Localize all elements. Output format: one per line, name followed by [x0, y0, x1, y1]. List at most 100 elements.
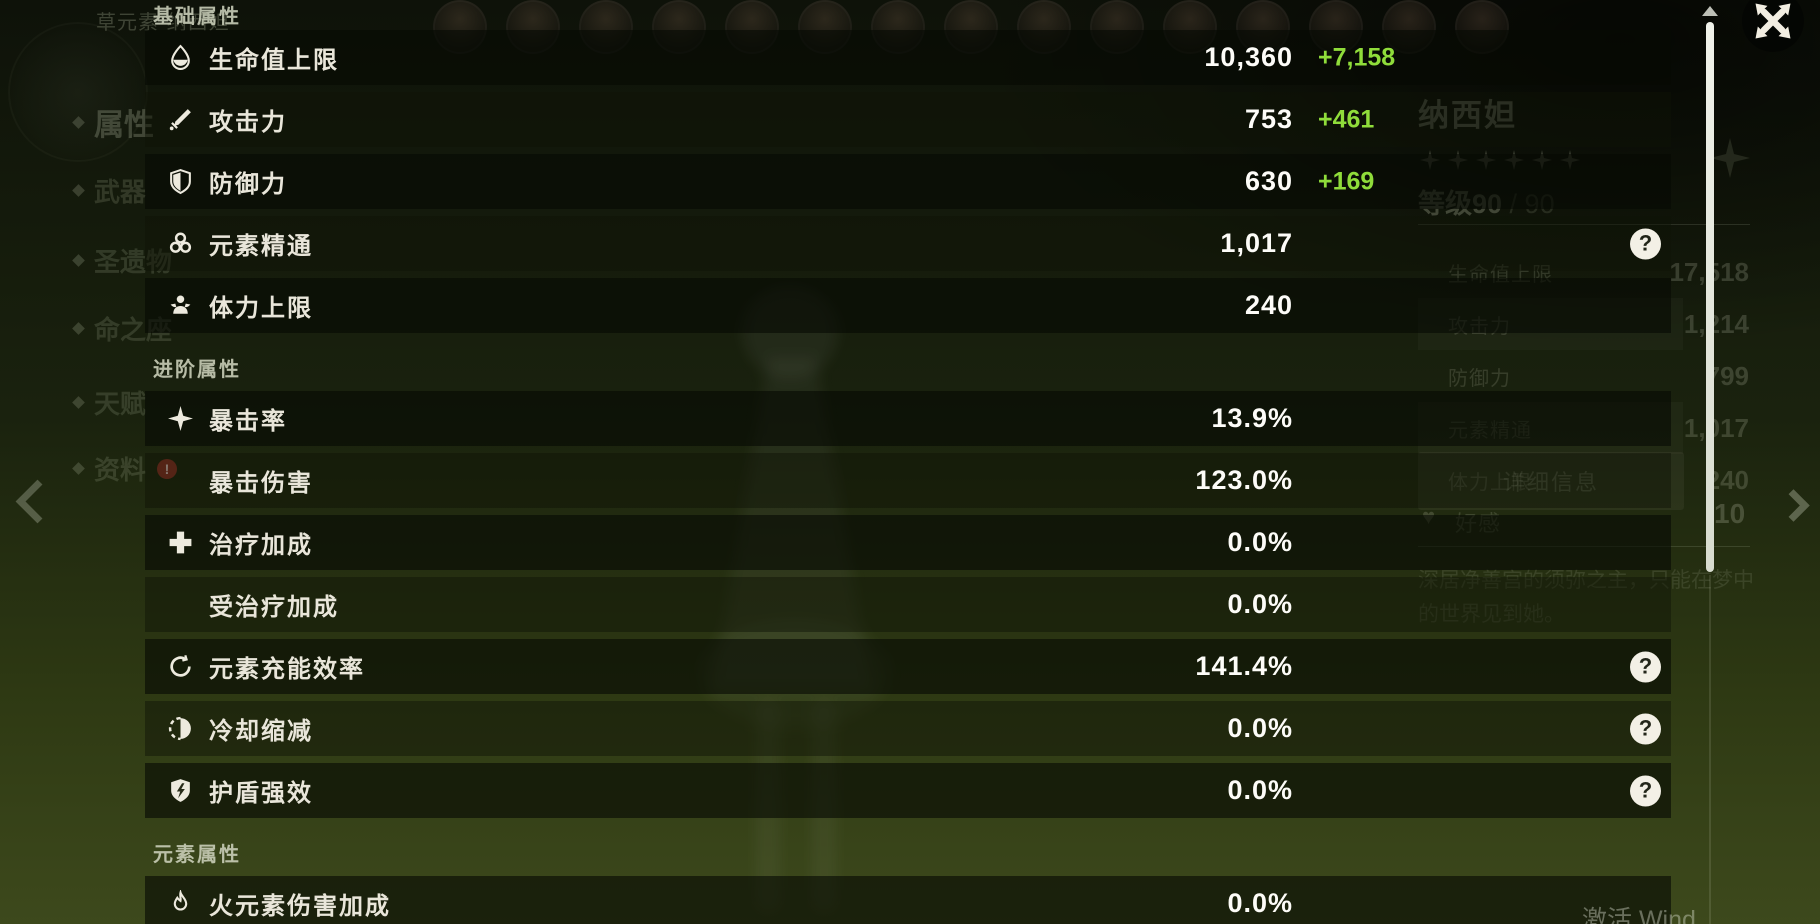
- sidebar-item: 天赋: [72, 384, 147, 421]
- stat-bonus: +461: [1318, 105, 1375, 133]
- shield-strength-icon: [165, 776, 195, 806]
- alert-badge: !: [157, 458, 178, 479]
- energy-recharge-icon: [165, 652, 195, 682]
- activate-windows-watermark: 激活 Wind: [1582, 906, 1696, 924]
- attributes-panel: 基础属性生命值上限 10,360 +7,158 攻击力 753 +461 防御力 630 +16…: [145, 0, 1671, 924]
- stat-label: 生命值上限: [209, 47, 339, 74]
- stat-row: 元素精通 1,017?: [145, 216, 1671, 271]
- crit-rate-icon: [165, 404, 195, 434]
- sidebar-item-label: 天赋: [94, 389, 147, 419]
- no-icon: [165, 590, 195, 620]
- stat-label: 元素精通: [209, 233, 313, 260]
- next-character-arrow-icon[interactable]: [1777, 489, 1810, 522]
- stat-label: 火元素伤害加成: [209, 893, 391, 920]
- dendro-emblem-icon: [8, 22, 148, 162]
- diamond-bullet-icon: [72, 396, 85, 409]
- stat-row: 攻击力 753 +461: [145, 92, 1671, 147]
- section-title: 元素属性: [153, 844, 241, 866]
- elemental-mastery-icon: [165, 229, 195, 259]
- diamond-bullet-icon: [72, 322, 85, 335]
- stat-label: 攻击力: [209, 109, 287, 136]
- sidebar-item-label: 属性: [94, 109, 154, 142]
- stat-value: 13.9%: [1211, 403, 1293, 433]
- scrollbar-thumb[interactable]: [1706, 22, 1714, 572]
- stat-label: 体力上限: [209, 295, 313, 322]
- stat-value: 753: [1244, 104, 1293, 134]
- bg-stat-label: 体力上限: [1448, 471, 1532, 494]
- element-sparkle-icon: [1710, 138, 1750, 178]
- details-button: 详细信息: [1418, 452, 1684, 510]
- bg-stat-value: 1,017: [1683, 412, 1749, 443]
- stat-row: 暴击伤害 123.0%: [145, 453, 1671, 508]
- character-tag: 草元素·纳西妲: [96, 12, 230, 34]
- bg-stat-value: 1,214: [1683, 308, 1749, 339]
- close-button[interactable]: [1742, 0, 1804, 52]
- stat-row: 暴击率 13.9%: [145, 391, 1671, 446]
- bg-stat-label: 防御力: [1448, 367, 1511, 390]
- section-title: 进阶属性: [153, 359, 241, 381]
- stat-value: 1,017: [1220, 228, 1293, 258]
- stat-value: 10,360: [1204, 42, 1293, 72]
- stat-value: 0.0%: [1227, 527, 1293, 557]
- stat-bonus: +169: [1318, 167, 1375, 195]
- section-title: 基础属性: [153, 6, 241, 28]
- hp-icon: [165, 43, 195, 73]
- stat-value: 0.0%: [1227, 713, 1293, 743]
- sidebar-item-label: 圣遗物: [94, 247, 173, 277]
- def-icon: [165, 167, 195, 197]
- friendship-level: 10: [1714, 498, 1746, 529]
- sidebar-item-label: 武器: [94, 177, 147, 207]
- previous-character-arrow-icon[interactable]: [15, 479, 60, 524]
- character-name: 纳西妲: [1418, 98, 1517, 133]
- pyro-dmg-icon: [165, 889, 195, 919]
- stamina-icon: [165, 291, 195, 321]
- stat-value: 0.0%: [1227, 775, 1293, 805]
- stat-label: 冷却缩减: [209, 718, 313, 745]
- stat-label: 受治疗加成: [209, 594, 339, 621]
- stat-label: 治疗加成: [209, 532, 313, 559]
- sidebar-item: 圣遗物: [72, 242, 173, 279]
- stat-label: 防御力: [209, 171, 287, 198]
- stat-value: 141.4%: [1195, 651, 1293, 681]
- stat-label: 元素充能效率: [209, 656, 365, 683]
- stat-value: 240: [1244, 290, 1293, 320]
- stat-label: 暴击率: [209, 408, 287, 435]
- stat-row: 元素充能效率 141.4%?: [145, 639, 1671, 694]
- help-icon[interactable]: ?: [1630, 228, 1661, 259]
- scrollbar-track: [1709, 575, 1711, 924]
- stat-row: 受治疗加成 0.0%: [145, 577, 1671, 632]
- scroll-up-arrow-icon[interactable]: [1702, 6, 1718, 16]
- cooldown-reduction-icon: [165, 714, 195, 744]
- help-icon[interactable]: ?: [1630, 651, 1661, 682]
- stat-bonus: +7,158: [1318, 43, 1396, 71]
- stat-value: 123.0%: [1195, 465, 1293, 495]
- no-icon: [165, 466, 195, 496]
- divider: [1418, 224, 1750, 225]
- healing-bonus-icon: [165, 528, 195, 558]
- stat-row: 生命值上限 10,360 +7,158: [145, 30, 1671, 85]
- stat-row: 冷却缩减 0.0%?: [145, 701, 1671, 756]
- help-icon[interactable]: ?: [1630, 713, 1661, 744]
- diamond-bullet-icon: [72, 115, 85, 129]
- character-description: 深居净善宫的须弥之主，只能在梦中的世界见到她。: [1418, 569, 1754, 626]
- sidebar-item: 属性: [72, 100, 154, 144]
- stat-row: 火元素伤害加成 0.0%: [145, 876, 1671, 924]
- diamond-bullet-icon: [72, 184, 85, 197]
- stat-row: 治疗加成 0.0%: [145, 515, 1671, 570]
- stat-label: 护盾强效: [209, 780, 313, 807]
- stat-row: 体力上限 240: [145, 278, 1671, 333]
- sidebar-item-label: 资料: [94, 455, 147, 485]
- diamond-bullet-icon: [72, 254, 85, 267]
- stat-label: 暴击伤害: [209, 470, 313, 497]
- help-icon[interactable]: ?: [1630, 775, 1661, 806]
- sidebar-item: 武器: [72, 172, 147, 209]
- stat-value: 0.0%: [1227, 888, 1293, 918]
- atk-icon: [165, 105, 195, 135]
- diamond-bullet-icon: [72, 462, 85, 475]
- stat-row: 护盾强效 0.0%?: [145, 763, 1671, 818]
- stat-row: 防御力 630 +169: [145, 154, 1671, 209]
- close-icon: [1755, 3, 1791, 39]
- stat-value: 0.0%: [1227, 589, 1293, 619]
- sidebar-item: 资料!: [72, 450, 178, 487]
